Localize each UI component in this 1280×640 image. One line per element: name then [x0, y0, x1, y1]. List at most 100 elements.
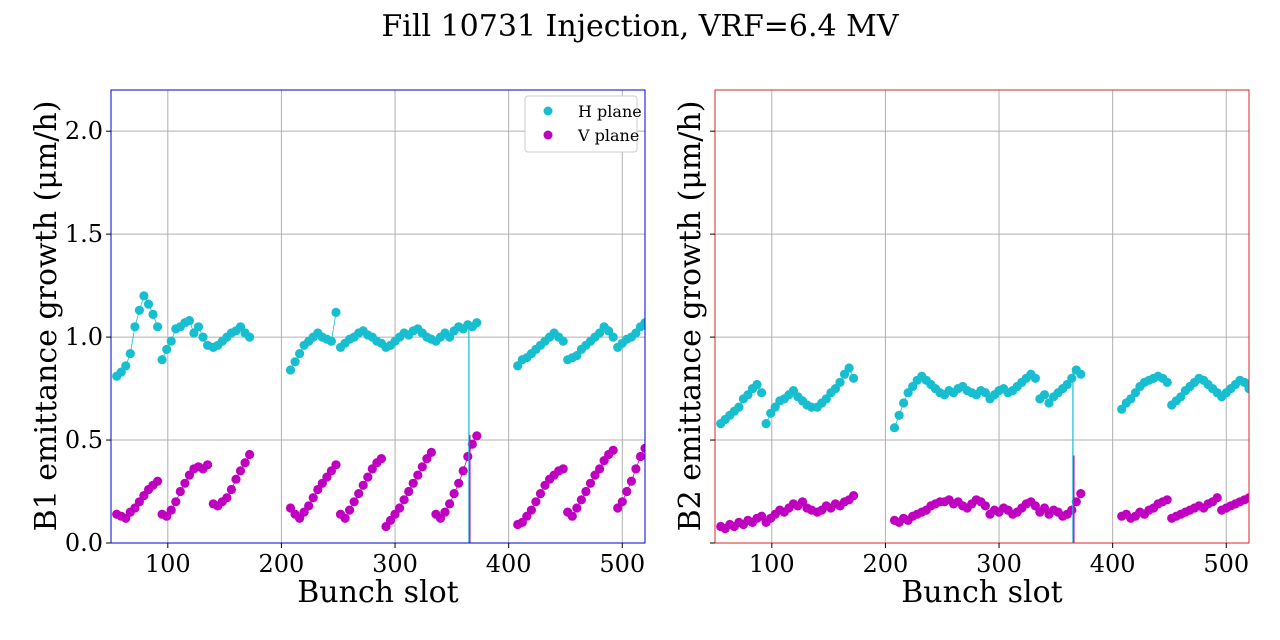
- b1-v-plane-point: [203, 460, 213, 470]
- b1-h-plane-point: [285, 365, 296, 375]
- b1-h-plane-point: [148, 309, 158, 319]
- b1-v-plane-point: [635, 451, 645, 462]
- b1-v-plane-point: [376, 454, 386, 464]
- b1-v-plane-point: [331, 460, 341, 470]
- b1-h-plane-point: [143, 299, 154, 309]
- b1-h-plane-point: [472, 318, 482, 328]
- b1-h-plane-point: [153, 322, 163, 332]
- b1-v-plane-point: [458, 466, 468, 476]
- b2-h-plane-point: [1162, 377, 1172, 387]
- b2-panel: 100 200 300 400 500 B2 emittance growth (μm/…: [673, 89, 1250, 610]
- b2-h-plane-point: [835, 377, 845, 387]
- b1-v-plane-point: [399, 495, 409, 505]
- b1-v-plane-point: [226, 484, 236, 495]
- b1-ytick-label: 2.0: [65, 117, 103, 145]
- b1-v-plane-point: [640, 443, 645, 453]
- b1-xtick-label: 500: [599, 550, 645, 578]
- legend-box: [524, 95, 638, 153]
- b1-v-plane-point: [171, 497, 181, 507]
- b2-xtick-label: 200: [863, 550, 909, 578]
- b1-v-plane-point: [535, 489, 546, 499]
- b1-v-plane-point: [622, 486, 632, 497]
- b2-xtick-label: 100: [749, 550, 795, 578]
- b1-v-plane-point: [472, 431, 482, 441]
- b2-h-plane-point: [894, 410, 904, 420]
- b2-plot-frame: [714, 89, 1250, 544]
- b1-h-plane-point: [558, 336, 568, 346]
- b1-v-plane-point: [526, 505, 537, 515]
- b2-h-plane-point: [757, 388, 767, 398]
- b1-v-plane-point: [358, 480, 368, 490]
- b1-xtick-label: 400: [486, 550, 532, 578]
- b2-xlabel: Bunch slot: [901, 575, 1062, 610]
- b2-h-plane-point: [1030, 373, 1040, 383]
- b2-xtick-label: 300: [976, 550, 1022, 578]
- b1-h-plane-point: [608, 332, 618, 342]
- b1-v-plane-point: [572, 503, 582, 513]
- b1-ytick-label: 1.5: [65, 220, 103, 248]
- b1-v-plane-point: [404, 486, 414, 497]
- b1-v-plane-point: [417, 462, 427, 472]
- b1-h-plane-point: [198, 332, 208, 342]
- b1-xtick-label: 200: [259, 550, 305, 578]
- b1-v-plane-point: [235, 466, 246, 476]
- b1-v-plane-point: [395, 503, 405, 513]
- b1-v-plane-point: [585, 478, 596, 488]
- b1-h-plane-point: [139, 291, 149, 301]
- b1-v-plane-point: [222, 493, 232, 503]
- b1-xtick-label: 100: [145, 550, 191, 578]
- b2-v-plane-point: [1212, 493, 1222, 503]
- b1-v-plane-point: [595, 464, 605, 474]
- b1-h-plane-point: [331, 307, 341, 317]
- b2-h-plane-point: [889, 423, 900, 433]
- b1-v-plane-point: [345, 505, 355, 515]
- b2-h-plane-point: [899, 398, 909, 408]
- b1-h-plane-point: [125, 349, 135, 359]
- b1-xtick-label: 300: [372, 550, 418, 578]
- b1-v-plane-point: [245, 449, 255, 460]
- b2-h-plane-point: [844, 363, 854, 373]
- b1-v-plane-point: [166, 505, 176, 515]
- legend-v-marker: [543, 130, 553, 140]
- b2-h-plane-point: [1039, 390, 1050, 400]
- b2-v-plane-point: [1244, 493, 1249, 503]
- b1-h-plane-point: [640, 318, 645, 328]
- b2-xtick-label: 400: [1090, 550, 1136, 578]
- b1-v-plane-point: [304, 501, 314, 511]
- legend-h-label: H plane: [578, 102, 642, 121]
- legend-h-marker: [543, 106, 553, 116]
- b1-h-plane-point: [184, 316, 194, 326]
- b1-v-plane-point: [231, 474, 241, 484]
- b2-h-plane-point: [1244, 384, 1249, 394]
- b2-v-plane-point: [980, 501, 991, 511]
- b1-h-plane-point: [130, 322, 140, 332]
- figure-title: Fill 10731 Injection, VRF=6.4 MV: [381, 9, 899, 44]
- b2-xtick-label: 500: [1203, 550, 1249, 578]
- b1-h-plane-point: [166, 336, 176, 346]
- b1-v-plane-point: [581, 486, 591, 497]
- b1-v-plane-point: [626, 476, 637, 486]
- b2-h-plane-point: [752, 379, 762, 390]
- b1-h-plane-point: [157, 355, 167, 365]
- b1-v-plane-point: [240, 458, 250, 468]
- b1-ytick-label: 1.0: [65, 323, 103, 351]
- b1-h-plane-point: [290, 357, 300, 367]
- b2-h-plane-point: [1067, 373, 1077, 383]
- b1-v-plane-point: [153, 476, 163, 486]
- b1-h-plane-point: [121, 361, 131, 371]
- b1-v-plane-point: [531, 497, 541, 507]
- b1-v-plane-point: [349, 497, 359, 507]
- b1-h-plane-point: [134, 305, 144, 315]
- legend: H plane V plane: [524, 95, 642, 153]
- b1-ytick-label: 0.0: [65, 529, 103, 557]
- b1-panel: 100 200 300 400 500 0.0 0.5 1.0 1.5 2.0 B1 emitta…: [29, 89, 646, 610]
- b2-h-plane-point: [734, 402, 744, 412]
- b2-v-plane-point: [849, 491, 859, 501]
- b1-v-plane-point: [445, 499, 455, 509]
- b1-v-plane-point: [631, 464, 641, 474]
- b1-v-plane-point: [340, 513, 350, 523]
- b1-h-plane-point: [162, 344, 172, 354]
- b1-v-plane-point: [567, 511, 577, 521]
- b1-v-plane-point: [413, 470, 423, 480]
